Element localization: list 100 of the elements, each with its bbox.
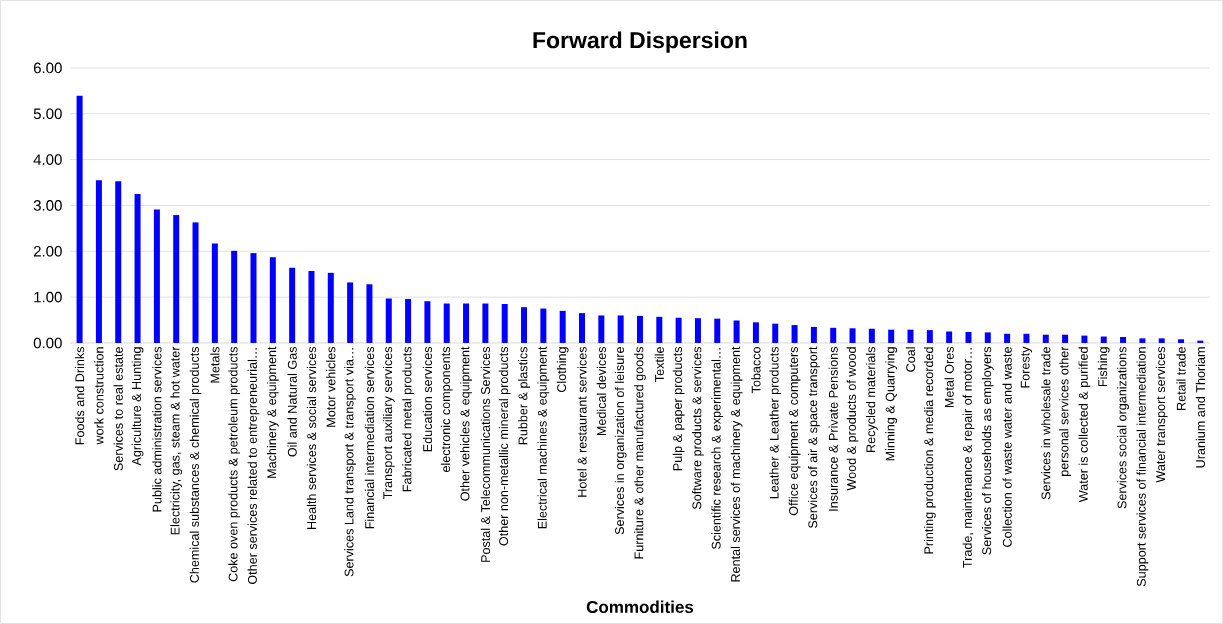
- bar: [868, 328, 875, 343]
- y-tick-label: 2.00: [33, 246, 62, 257]
- bar: [1158, 338, 1165, 343]
- bar: [1100, 336, 1107, 343]
- x-tick-label: Other vehicles & equipment: [460, 346, 472, 501]
- x-tick-label: Water transport services: [1155, 347, 1168, 483]
- x-tick-label: Services in wholesale trade: [1041, 347, 1051, 500]
- bar: [772, 323, 779, 343]
- x-tick-label: Other non-metallic mineral products: [498, 347, 511, 546]
- bar: [443, 303, 450, 343]
- x-tick-label: Services social organizations: [1117, 347, 1129, 509]
- bar: [308, 271, 315, 343]
- y-tick-label: 6.00: [33, 62, 62, 74]
- bar: [965, 331, 972, 343]
- bar: [482, 303, 489, 343]
- x-tick-label: Education services: [422, 347, 433, 452]
- bar: [733, 320, 740, 343]
- bar: [1042, 334, 1049, 343]
- x-tick-label: Clothing: [556, 347, 569, 393]
- x-tick-label: personal services other: [1059, 346, 1071, 476]
- x-tick-label: Chemical substances & chemical products: [189, 347, 202, 583]
- bar: [366, 284, 373, 343]
- bar: [231, 250, 238, 343]
- bar: [347, 282, 354, 343]
- x-tick-label: Postal & Telecommunications Services: [480, 347, 491, 562]
- x-tick-label: Collection of waste water and waste: [1002, 347, 1012, 547]
- bar: [385, 298, 392, 343]
- x-tick-label: Insurance & Private Pensions: [828, 347, 838, 511]
- x-tick-label: Services of air & space transport: [808, 346, 820, 529]
- x-tick-label: Uranium and Thoriam: [1195, 347, 1205, 468]
- bar: [830, 327, 837, 343]
- bar: [1120, 337, 1127, 343]
- bar: [211, 243, 218, 343]
- x-tick-label: Health services & social services: [306, 347, 317, 529]
- bar: [926, 330, 933, 343]
- x-tick-label: Services in organization of leisure: [614, 347, 627, 535]
- x-tick-label: Printing production & media recorded: [923, 347, 936, 554]
- bar: [192, 222, 199, 343]
- bar: [888, 329, 895, 343]
- x-tick-label: Support services of financial intermediation: [1136, 347, 1149, 587]
- bar: [501, 304, 508, 343]
- bar: [694, 318, 701, 343]
- y-tick-label: 0.00: [33, 337, 62, 349]
- bar: [849, 328, 856, 343]
- x-tick-label: Rental services of machinery & equipment: [730, 346, 743, 582]
- x-tick-label: Coke oven products & petroleum products: [228, 347, 241, 582]
- x-tick-label: Public administration services: [152, 347, 162, 512]
- bar: [984, 332, 991, 343]
- bar: [115, 181, 122, 343]
- y-tick-label: 5.00: [33, 108, 62, 120]
- x-tick-label: Electricity, gas, steam & hot water: [170, 346, 183, 535]
- x-tick-label: Electrical machines & equipment: [537, 346, 550, 529]
- x-tick-label: Office equipment & computers: [788, 347, 801, 516]
- x-tick-label: Minning & Quarrying: [885, 347, 898, 461]
- bar: [424, 301, 431, 343]
- chart-title: Forward Dispersion: [533, 31, 747, 53]
- x-tick-label: Fabricated metal products: [402, 347, 414, 492]
- x-tick-label: Hotel & restaurant services: [577, 347, 587, 497]
- x-tick-label: Wood & products of wood: [846, 347, 859, 491]
- bar: [907, 329, 914, 343]
- bar: [1004, 333, 1011, 343]
- bar: [714, 318, 721, 343]
- x-tick-label: Agriculture & Hunting: [131, 347, 144, 466]
- x-tick-label: electronic components: [440, 347, 453, 473]
- bar: [250, 253, 257, 343]
- bar: [1139, 338, 1146, 343]
- bar: [76, 95, 83, 343]
- bar: [95, 180, 102, 343]
- x-tick-label: Foresty: [1020, 346, 1033, 388]
- x-tick-label: Medical devices: [596, 347, 606, 436]
- bar: [636, 315, 643, 343]
- bar: [540, 308, 547, 343]
- x-tick-label: Other services related to entrepreneurial…: [247, 348, 260, 585]
- x-axis-title: Commodities: [586, 600, 694, 614]
- y-tick-label: 1.00: [34, 291, 62, 303]
- x-tick-label: work construction: [94, 347, 104, 445]
- bar: [810, 326, 817, 343]
- bar: [1023, 333, 1030, 343]
- x-tick-label: Metals: [210, 347, 220, 383]
- bar: [269, 257, 276, 343]
- x-tick-label: Services of households as employers: [981, 347, 994, 555]
- x-tick-label: Furniture & other manufactured goods: [634, 347, 646, 559]
- bar: [405, 298, 412, 343]
- x-tick-label: Services Land transport & transport via…: [344, 348, 356, 577]
- x-tick-label: Metal Ores: [944, 347, 954, 408]
- bar: [173, 215, 180, 343]
- x-tick-label: Water is collected & purified: [1078, 347, 1091, 503]
- x-tick-label: Retail trade: [1176, 347, 1186, 410]
- y-tick-label: 3.00: [33, 200, 62, 211]
- x-tick-label: Scientific research & experimental…: [711, 348, 724, 550]
- bar: [675, 317, 682, 343]
- x-tick-label: Textile: [654, 347, 664, 382]
- bar: [1062, 334, 1069, 343]
- y-tick-label: 4.00: [33, 154, 62, 165]
- x-tick-label: Machinery & equipment: [266, 346, 279, 478]
- x-tick-label: Rubber & plastics: [518, 347, 530, 445]
- x-tick-label: Leather & Leather products: [769, 347, 782, 499]
- x-tick-label: Foods and Drinks: [74, 347, 85, 445]
- bar: [1178, 339, 1185, 343]
- x-tick-label: Tobacco: [751, 347, 761, 394]
